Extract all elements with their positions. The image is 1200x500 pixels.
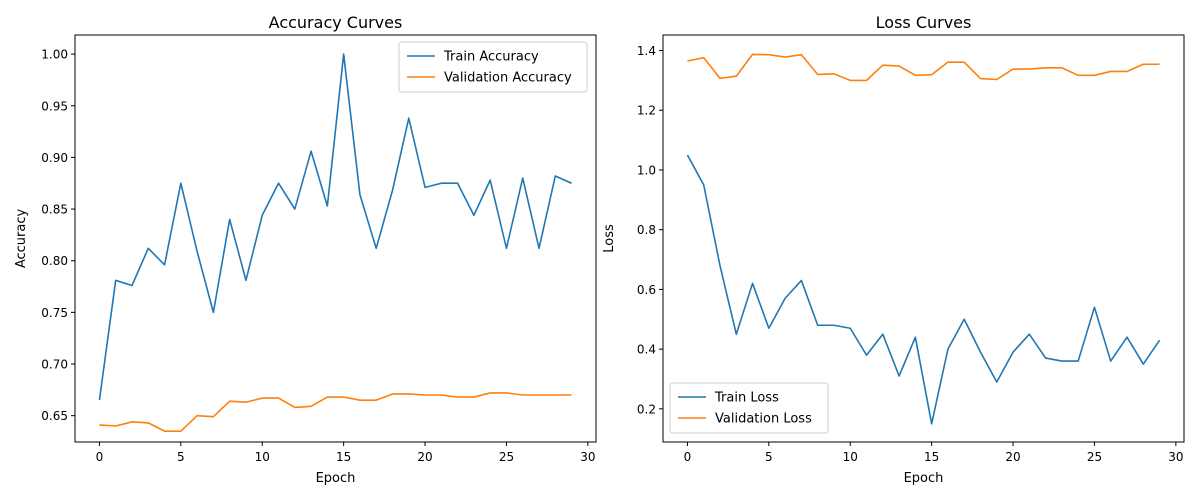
x-tick-label: 25 <box>1087 450 1102 464</box>
legend-box <box>669 382 829 434</box>
y-axis-label: Loss <box>602 224 617 253</box>
y-tick-label: 0.4 <box>637 343 656 357</box>
legend-entry: Train Accuracy <box>443 50 539 65</box>
legend-entry: Validation Loss <box>715 412 812 427</box>
y-tick-label: 0.70 <box>41 358 68 372</box>
legend-entry: Validation Accuracy <box>444 71 572 86</box>
chart-panel-1: Accuracy Curves 0 5 10 15 20 25 30 0.65 0.70 0.75 0… <box>14 13 597 486</box>
legend: Train Loss Validation Loss <box>669 382 829 434</box>
y-tick-label: 0.2 <box>637 402 656 416</box>
y-axis-label: Accuracy <box>14 209 29 269</box>
y-tick-label: 0.65 <box>41 409 68 423</box>
x-tick-label: 5 <box>765 450 773 464</box>
x-tick-label: 30 <box>1168 450 1183 464</box>
x-tick-label: 0 <box>684 450 692 464</box>
y-tick-label: 1.00 <box>41 48 68 62</box>
axes-frame <box>74 34 597 443</box>
x-tick-label: 20 <box>417 450 432 464</box>
x-tick-label: 10 <box>843 450 858 464</box>
y-tick-label: 0.8 <box>637 223 656 237</box>
x-axis-label: Epoch <box>904 471 944 486</box>
legend: Train Accuracy Validation Accuracy <box>398 41 588 93</box>
x-tick-label: 20 <box>1005 450 1020 464</box>
axes-frame <box>662 34 1185 443</box>
chart-panel-2: Loss Curves 0 5 10 15 20 25 30 0.2 0.4 0.6 0.8 1.0 1.… <box>602 13 1185 486</box>
x-tick-label: 0 <box>96 450 104 464</box>
series-line-train-accuracy <box>98 53 572 401</box>
series-line-validation-accuracy <box>99 392 572 432</box>
x-tick-label: 15 <box>336 450 351 464</box>
y-tick-label: 0.95 <box>41 99 68 113</box>
y-tick-label: 0.85 <box>41 203 68 217</box>
y-tick-label: 0.6 <box>637 283 656 297</box>
y-tick-label: 0.75 <box>41 306 68 320</box>
x-tick-label: 10 <box>255 450 270 464</box>
chart-title: Loss Curves <box>876 13 972 32</box>
x-tick-label: 5 <box>177 450 185 464</box>
legend-box <box>398 41 588 93</box>
x-axis-label: Epoch <box>316 471 356 486</box>
x-tick-label: 30 <box>580 450 595 464</box>
series-line-train-loss <box>686 154 1161 425</box>
y-tick-label: 1.0 <box>637 163 656 177</box>
y-tick-label: 0.80 <box>41 254 68 268</box>
y-tick-label: 1.4 <box>637 44 656 58</box>
series-line-validation-loss <box>687 53 1160 82</box>
y-tick-label: 0.90 <box>41 151 68 165</box>
chart-title: Accuracy Curves <box>269 13 403 32</box>
x-tick-label: 25 <box>499 450 514 464</box>
legend-entry: Train Loss <box>714 391 779 406</box>
x-tick-label: 15 <box>924 450 939 464</box>
y-tick-label: 1.2 <box>637 104 656 118</box>
